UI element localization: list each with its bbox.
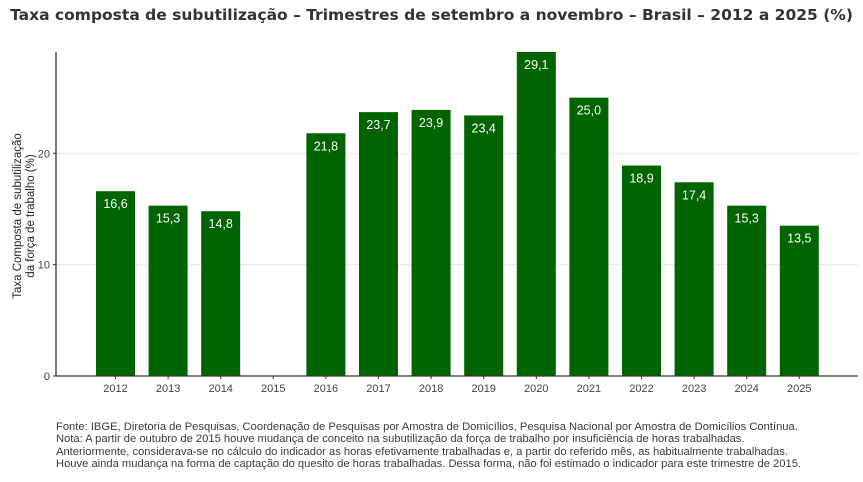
x-tick-label-2021: 2021 xyxy=(577,383,601,395)
x-tick-label-2017: 2017 xyxy=(366,383,390,395)
bar-2012 xyxy=(96,191,135,376)
bar-2021 xyxy=(569,97,609,377)
bar-2018 xyxy=(411,109,451,376)
bar-2019 xyxy=(464,115,504,376)
bar-value-label-2023: 17,4 xyxy=(682,188,706,202)
bar-2024 xyxy=(727,205,767,376)
tick-labels: 0 10 20 2012 2013 2014 2015 2016 2017 2018 2019 202… xyxy=(38,148,812,395)
bar-value-label-2020: 29,1 xyxy=(524,58,548,72)
x-tick-label-2016: 2016 xyxy=(314,383,338,395)
x-tick-label-2018: 2018 xyxy=(419,383,443,395)
x-tick-label-2020: 2020 xyxy=(524,383,548,395)
bar-chart: 16,6 15,3 14,8 21,8 23,7 23,9 23,4 29,1 25,0 18,9… xyxy=(12,52,858,395)
chart-title: Taxa composta de subutilização – Trimest… xyxy=(10,6,853,24)
bar-2013 xyxy=(148,205,188,376)
y-tick-label: 0 xyxy=(44,371,50,383)
bar-2020 xyxy=(516,52,556,376)
axes xyxy=(53,52,858,379)
x-tick-label-2015: 2015 xyxy=(261,383,285,395)
bars xyxy=(96,52,819,377)
y-tick-label: 10 xyxy=(38,260,50,272)
x-tick-label-2025: 2025 xyxy=(787,383,811,395)
bar-value-label-2016: 21,8 xyxy=(314,139,338,153)
bar-value-label-2017: 23,7 xyxy=(366,118,390,132)
bar-value-label-2014: 14,8 xyxy=(209,217,233,231)
bar-value-label-2012: 16,6 xyxy=(103,197,127,211)
bar-value-label-2013: 15,3 xyxy=(156,212,180,226)
bar-value-label-2019: 23,4 xyxy=(472,121,496,135)
bar-2017 xyxy=(359,112,398,376)
x-tick-label-2013: 2013 xyxy=(156,383,180,395)
bar-2023 xyxy=(674,182,714,376)
data-labels: 16,6 15,3 14,8 21,8 23,7 23,9 23,4 29,1 25,0 18,9… xyxy=(103,58,811,246)
bar-value-label-2018: 23,9 xyxy=(419,116,443,130)
source-notes: Fonte: IBGE, Diretoria de Pesquisas, Coo… xyxy=(56,421,856,471)
bar-value-label-2021: 25,0 xyxy=(577,104,601,118)
note-line-2: Anteriormente, considerava-se no cálculo… xyxy=(56,445,788,458)
bar-2025 xyxy=(779,225,819,376)
y-axis-label-line-1: Taxa Composta de subutilização xyxy=(12,133,24,299)
bar-2022 xyxy=(622,165,661,376)
x-tick-label-2024: 2024 xyxy=(734,383,758,395)
x-tick-label-2019: 2019 xyxy=(471,383,495,395)
note-line-1: Nota: A partir de outubro de 2015 houve … xyxy=(56,433,745,446)
bar-2016 xyxy=(306,133,346,376)
bar-value-label-2025: 13,5 xyxy=(787,232,811,246)
x-tick-label-2014: 2014 xyxy=(208,383,232,395)
x-tick-label-2022: 2022 xyxy=(629,383,653,395)
x-tick-label-2023: 2023 xyxy=(682,383,706,395)
y-tick-label: 20 xyxy=(38,148,50,160)
y-axis-label-line-2: da força de trabalho (%) xyxy=(25,154,37,278)
note-line-3: Houve ainda mudança na forma de captação… xyxy=(56,458,802,471)
gridlines xyxy=(56,152,858,266)
bar-2014 xyxy=(201,211,241,376)
bar-value-label-2024: 15,3 xyxy=(735,212,759,226)
bar-value-label-2022: 18,9 xyxy=(629,172,653,186)
source-line: Fonte: IBGE, Diretoria de Pesquisas, Coo… xyxy=(56,421,798,433)
x-tick-label-2012: 2012 xyxy=(103,383,127,395)
